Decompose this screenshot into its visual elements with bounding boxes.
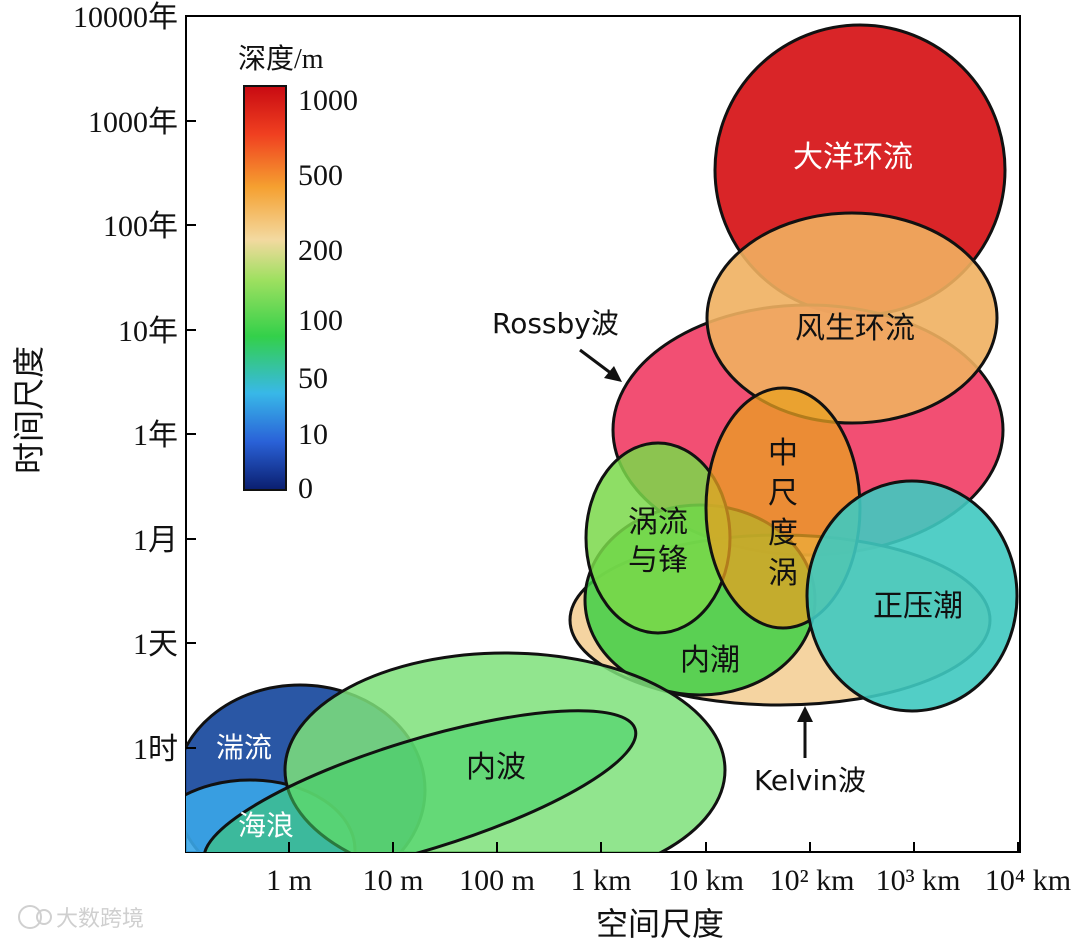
depth-colorbar: 深度/m 1000 500 200 100 50 10 0 bbox=[238, 43, 358, 505]
x-tick-label: 10⁴ km bbox=[985, 864, 1071, 897]
internal-tide-label: 内潮 bbox=[680, 643, 740, 678]
eddy-front-label: 涡流 与锋 bbox=[628, 505, 688, 578]
rossby-arrow bbox=[579, 348, 622, 382]
internal-wave-band bbox=[202, 709, 638, 852]
y-tick-label: 10000年 bbox=[73, 1, 178, 34]
colorbar-gradient bbox=[243, 85, 287, 491]
x-tick-label: 10² km bbox=[770, 864, 855, 897]
internal-wave-label: 内波 bbox=[466, 750, 526, 785]
y-tick-label: 100年 bbox=[103, 210, 178, 243]
x-tick-label: 10 km bbox=[668, 864, 744, 897]
y-tick-label: 1年 bbox=[133, 419, 178, 452]
y-tick-label: 1天 bbox=[133, 628, 178, 661]
watermark-text: 大数跨境 bbox=[56, 907, 144, 932]
colorbar-label: 500 bbox=[298, 159, 343, 192]
barotropic-tide-region bbox=[805, 479, 1019, 713]
ocean-circulation-label: 大洋环流 bbox=[793, 140, 913, 175]
colorbar-label: 200 bbox=[298, 234, 343, 267]
colorbar-label: 0 bbox=[298, 472, 313, 505]
y-tick-label: 1000年 bbox=[88, 106, 178, 139]
y-tick-label: 1时 bbox=[133, 733, 178, 766]
x-tick-label: 10³ km bbox=[876, 864, 961, 897]
svg-text:中: 中 bbox=[768, 436, 798, 471]
turbulence-label: 湍流 bbox=[216, 731, 272, 764]
watermark-logo-icon bbox=[18, 905, 42, 929]
kelvin-wave-annotation: Kelvin波 bbox=[754, 764, 866, 797]
barotropic-tide-label: 正压潮 bbox=[873, 589, 963, 624]
svg-text:尺: 尺 bbox=[768, 476, 798, 511]
watermark: 大数跨境 bbox=[18, 905, 144, 932]
x-axis: 1 m 10 m 100 m 1 km 10 km 10² km 10³ km … bbox=[266, 842, 1071, 897]
svg-text:与锋: 与锋 bbox=[628, 543, 688, 578]
svg-text:度: 度 bbox=[768, 516, 798, 551]
x-axis-title: 空间尺度 bbox=[596, 905, 724, 943]
mesoscale-eddy-label: 中 尺 度 涡 bbox=[768, 436, 798, 591]
svg-text:涡流: 涡流 bbox=[628, 505, 688, 540]
colorbar-label: 10 bbox=[298, 418, 328, 451]
wind-circulation-label: 风生环流 bbox=[795, 311, 915, 346]
colorbar-label: 100 bbox=[298, 304, 343, 337]
wind-circulation-region bbox=[705, 211, 999, 425]
colorbar-label: 1000 bbox=[298, 84, 358, 117]
x-tick-label: 1 m bbox=[266, 864, 312, 897]
svg-text:涡: 涡 bbox=[768, 556, 798, 591]
y-axis: 10000年 1000年 100年 10年 1年 1月 1天 1时 bbox=[73, 1, 196, 766]
y-axis-title: 时间尺度 bbox=[10, 346, 48, 474]
kelvin-arrow bbox=[797, 706, 813, 758]
y-tick-label: 10年 bbox=[118, 315, 178, 348]
x-tick-label: 10 m bbox=[363, 864, 424, 897]
rossby-wave-annotation: Rossby波 bbox=[492, 307, 619, 340]
colorbar-label: 50 bbox=[298, 362, 328, 395]
x-tick-label: 100 m bbox=[459, 864, 535, 897]
x-tick-label: 1 km bbox=[571, 864, 632, 897]
colorbar-title: 深度/m bbox=[238, 43, 324, 75]
sea-wave-label: 海浪 bbox=[238, 809, 294, 842]
y-tick-label: 1月 bbox=[133, 524, 178, 557]
